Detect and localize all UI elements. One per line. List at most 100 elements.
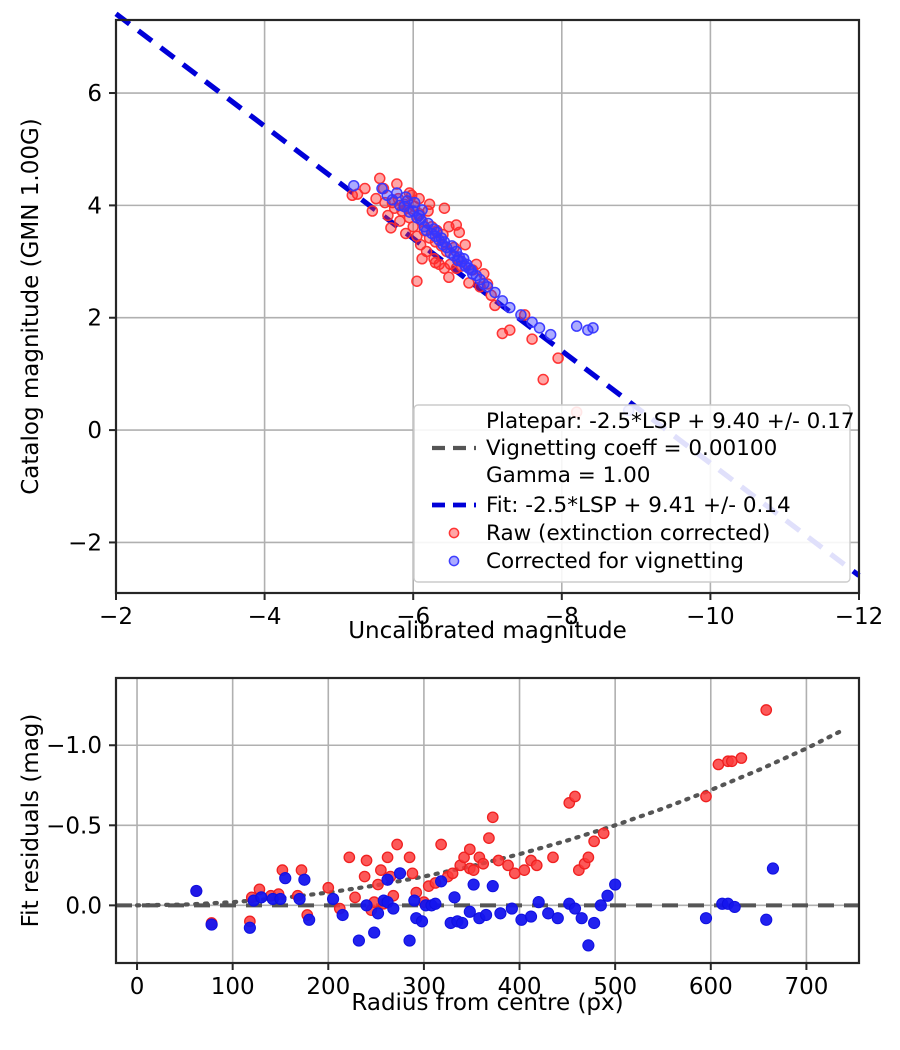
legend-label: Corrected for vignetting — [486, 549, 744, 574]
data-point — [370, 192, 382, 205]
x-tick-label: 0 — [130, 974, 145, 1000]
data-point — [582, 939, 595, 952]
data-point — [408, 894, 421, 907]
data-point — [435, 875, 448, 888]
y-tick-label: 0 — [87, 418, 102, 444]
data-point — [570, 320, 583, 332]
legend-label: Raw (extinction corrected) — [486, 521, 770, 546]
x-tick-label: 400 — [498, 974, 542, 1000]
data-point — [524, 910, 538, 923]
data-point — [374, 172, 386, 185]
data-point — [403, 851, 416, 864]
data-point — [569, 790, 581, 803]
data-point — [735, 752, 748, 764]
data-point — [609, 878, 622, 891]
data-point — [518, 864, 531, 876]
legend-label: Fit: -2.5*LSP + 9.41 +/- 0.14 — [486, 493, 791, 518]
x-tick-label: −6 — [396, 604, 430, 630]
data-point — [413, 209, 425, 222]
data-point — [505, 902, 518, 915]
data-point — [766, 862, 780, 875]
data-point — [486, 880, 499, 893]
data-point — [728, 900, 741, 914]
data-point — [393, 867, 407, 880]
data-point — [594, 899, 607, 912]
bottom-plot-axis-decorations: 0 100 200 300 400 500 600 700 0.0 −0.5 −1.0 Radius … — [18, 676, 861, 1016]
data-point — [456, 916, 469, 930]
data-point — [526, 333, 538, 345]
data-point — [725, 755, 738, 768]
data-point — [352, 934, 365, 947]
data-point — [381, 873, 394, 886]
data-point — [394, 215, 406, 227]
scatter-series-raw — [346, 172, 583, 418]
y-tick-label: 4 — [87, 193, 102, 219]
data-point — [255, 891, 268, 904]
data-point — [760, 704, 773, 716]
y-tick-label: 0.0 — [65, 893, 102, 919]
x-tick-label: 200 — [306, 974, 350, 1000]
data-point — [438, 202, 451, 214]
legend-label: Platepar: -2.5*LSP + 9.40 +/- 0.17 — [486, 409, 855, 434]
data-point — [496, 295, 509, 307]
data-point — [568, 902, 582, 915]
x-tick-label: 100 — [211, 974, 255, 1000]
data-point — [532, 896, 545, 909]
data-point — [359, 182, 371, 195]
data-point — [400, 191, 412, 203]
data-point — [489, 286, 501, 299]
data-point — [343, 851, 356, 864]
data-point — [411, 275, 423, 287]
data-point — [508, 867, 521, 880]
data-point — [533, 322, 546, 334]
data-point — [438, 236, 451, 248]
data-point — [385, 222, 397, 234]
data-point — [416, 204, 428, 216]
data-point — [391, 838, 403, 851]
data-point — [435, 838, 447, 851]
y-tick-label: 6 — [87, 81, 102, 107]
data-point — [372, 878, 384, 891]
data-point — [391, 178, 403, 190]
data-point — [504, 301, 516, 314]
scatter-series-corrected — [348, 179, 635, 417]
data-point — [588, 916, 601, 930]
x-tick-label: 300 — [402, 974, 446, 1000]
data-point — [446, 867, 459, 880]
data-point — [515, 309, 527, 321]
top-plot-y-axis-label: Catalog magnitude (GMN 1.00G) — [18, 118, 44, 495]
data-point — [298, 873, 311, 886]
data-point — [429, 256, 442, 269]
top-plot-axis-frame — [114, 18, 861, 595]
data-point — [348, 179, 360, 192]
data-point — [448, 891, 461, 904]
data-point — [492, 854, 505, 867]
data-point — [438, 262, 451, 275]
x-tick-label: 700 — [784, 974, 828, 1000]
data-point — [243, 921, 256, 934]
data-point — [481, 281, 494, 293]
data-point — [366, 205, 379, 217]
data-point — [483, 832, 495, 844]
top-plot-x-axis-label: Uncalibrated magnitude — [348, 618, 627, 644]
data-point — [504, 324, 516, 336]
bottom-plot-axis-frame — [114, 676, 861, 965]
data-point — [279, 872, 292, 885]
x-tick-label: −10 — [686, 604, 735, 630]
bottom-plot-y-axis-label: Fit residuals (mag) — [18, 714, 44, 928]
data-point — [465, 264, 477, 276]
data-point — [530, 859, 543, 872]
data-point — [551, 912, 564, 925]
data-point — [408, 196, 421, 209]
data-point — [544, 328, 557, 341]
data-point — [526, 316, 538, 328]
data-point — [423, 198, 436, 211]
data-point — [459, 238, 471, 251]
bottom-plot-x-axis-label: Radius from centre (px) — [351, 990, 623, 1016]
legend-label: Gamma = 1.00 — [486, 463, 650, 488]
data-point — [360, 854, 373, 867]
data-point — [205, 918, 218, 931]
data-point — [358, 870, 371, 883]
data-point — [486, 811, 499, 824]
data-point — [760, 913, 773, 926]
